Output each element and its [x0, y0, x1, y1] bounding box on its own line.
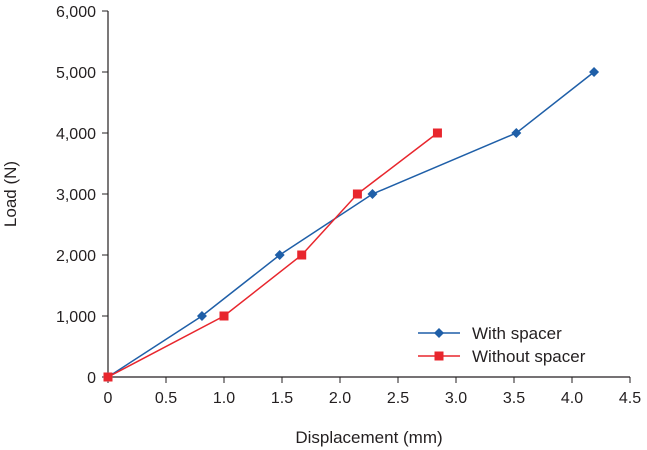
series-line-without-spacer	[107, 132, 438, 378]
y-tick-label: 4,000	[56, 126, 96, 143]
x-tick-label: 1.5	[271, 390, 293, 407]
y-tick-label: 2,000	[56, 248, 96, 265]
data-point-with-spacer	[589, 67, 600, 77]
x-tick-label: 0.5	[155, 390, 177, 407]
legend-label-without-spacer: Without spacer	[472, 347, 586, 366]
data-point-with-spacer	[196, 311, 207, 321]
legend-marker-without-spacer	[434, 351, 444, 361]
x-tick-label: 3.0	[445, 390, 467, 407]
data-point-without-spacer	[432, 128, 442, 138]
x-tick-label: 2.5	[387, 390, 409, 407]
data-point-with-spacer	[367, 189, 378, 199]
x-tick-label: 4.0	[561, 390, 583, 407]
data-point-with-spacer	[511, 128, 522, 138]
data-point-without-spacer	[219, 311, 229, 321]
series-without-spacer	[103, 128, 442, 382]
series-line-with-spacer	[107, 71, 595, 378]
x-axis-label: Displacement (mm)	[295, 428, 442, 447]
data-point-with-spacer	[274, 250, 285, 260]
x-tick-label: 1.0	[213, 390, 235, 407]
legend-marker-with-spacer	[434, 328, 444, 338]
y-tick-label: 6,000	[56, 4, 96, 21]
x-tick-label: 4.5	[619, 390, 641, 407]
data-point-without-spacer	[103, 372, 113, 382]
data-point-without-spacer	[297, 250, 307, 260]
x-tick-label: 3.5	[503, 390, 525, 407]
data-point-without-spacer	[352, 189, 362, 199]
y-tick-label: 0	[87, 370, 96, 387]
y-tick-label: 5,000	[56, 65, 96, 82]
y-axis-label: Load (N)	[1, 161, 20, 227]
legend: With spacer Without spacer	[418, 324, 586, 366]
legend-label-with-spacer: With spacer	[472, 324, 562, 343]
x-tick-label: 2.0	[329, 390, 351, 407]
x-tick-label: 0	[104, 390, 113, 407]
y-tick-label: 1,000	[56, 309, 96, 326]
y-tick-label: 3,000	[56, 187, 96, 204]
